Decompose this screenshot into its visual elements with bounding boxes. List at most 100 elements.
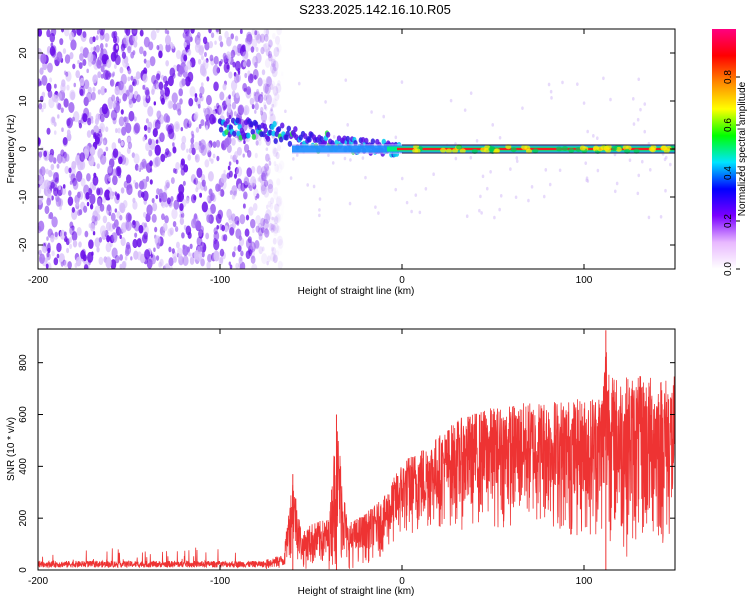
spectrogram-noise-dot <box>88 239 94 250</box>
spectrogram-noise-dot <box>223 169 226 175</box>
spectrogram-noise-dot <box>93 124 100 136</box>
spectrogram-sparse-dot <box>489 169 492 174</box>
spectrogram-noise-dot <box>39 67 44 75</box>
spectrogram-noise-dot <box>263 187 270 198</box>
spectrogram-noise-dot <box>118 228 122 235</box>
spectrogram-band-dot <box>271 130 276 137</box>
spectrogram-noise-dot <box>93 132 97 139</box>
spectrogram-noise-dot <box>210 58 215 66</box>
spectrogram-noise-dot <box>171 92 178 104</box>
spectrogram-noise-dot <box>181 135 187 145</box>
snr-y-tick-label: 400 <box>18 458 29 475</box>
spectrogram-noise-dot <box>264 163 269 172</box>
spectrogram-noise-dot <box>278 213 283 221</box>
spectrogram-noise-dot <box>132 29 137 34</box>
spectrogram-noise-dot <box>253 92 260 103</box>
spectrogram-noise-dot <box>63 98 69 108</box>
spectrogram-noise-dot <box>219 248 225 257</box>
spectrogram-noise-dot <box>94 136 100 145</box>
spectrogram-noise-dot <box>277 80 281 86</box>
spectrogram-noise-dot <box>163 75 168 84</box>
spectrogram-noise-dot <box>160 97 165 105</box>
spectrogram-noise-dot <box>97 89 101 95</box>
spectrogram-noise-dot <box>231 137 236 146</box>
spectrogram-noise-dot <box>200 241 204 248</box>
spectrogram-noise-dot <box>63 231 67 237</box>
spectrogram-y-ticks: -20 -10 0 10 20 <box>18 47 675 252</box>
spectrogram-noise-dot <box>261 69 266 76</box>
stable-band-blob <box>611 145 618 151</box>
spectrogram-noise-dot <box>46 236 49 241</box>
spectrogram-noise-dot <box>102 215 108 224</box>
spectrogram-noise-dot <box>167 124 173 135</box>
spectrogram-noise-dot <box>106 235 111 243</box>
spectrogram-noise-dot <box>59 229 66 240</box>
spectrogram-noise-dot <box>120 140 124 147</box>
spectrogram-sparse-dot <box>370 110 373 114</box>
spectrogram-sparse-dot <box>643 129 647 134</box>
spectrogram-sparse-dot <box>400 176 404 181</box>
spectrogram-noise-dot <box>205 58 209 63</box>
spectrogram-noise-dot <box>190 174 196 183</box>
spectrogram-noise-dot <box>206 214 212 223</box>
spectrogram-noise-dot <box>91 119 94 124</box>
spectrogram-noise-dot <box>195 180 201 190</box>
spectrogram-noise-dot <box>90 91 96 101</box>
spectrogram-noise-dot <box>155 73 161 81</box>
snr-x-tick-label: -100 <box>210 576 230 587</box>
spectrogram-noise-dot <box>276 197 282 207</box>
spectrogram-noise-dot <box>270 246 274 252</box>
spectrogram-noise-dot <box>107 165 114 176</box>
spectrogram-noise-dot <box>51 250 55 257</box>
spectrogram-band-dot <box>276 126 282 133</box>
spectrogram-band-dot <box>278 136 284 143</box>
spectrogram-noise-dot <box>272 60 279 72</box>
spectrogram-noise-dot <box>141 158 147 168</box>
spectrogram-noise-dot <box>235 262 239 269</box>
spectrogram-noise-dot <box>258 233 263 241</box>
spectrogram-noise-dot <box>206 196 210 202</box>
spectrogram-noise-dot <box>96 163 100 169</box>
spectrogram-y-tick-label: 0 <box>18 146 29 152</box>
spectrogram-noise-dot <box>205 125 209 131</box>
spectrogram-noise-dot <box>49 77 53 83</box>
spectrogram-noise-dot <box>231 251 236 258</box>
spectrogram-noise-dot <box>126 183 133 196</box>
spectrogram-y-tick: 10 <box>18 95 675 107</box>
spectrogram-noise-dot <box>242 61 247 68</box>
spectrogram-noise-dot <box>170 42 174 48</box>
spectrogram-sparse-dot <box>361 156 365 160</box>
spectrogram-band-dot <box>244 119 249 126</box>
spectrogram-noise-dot <box>118 80 124 91</box>
spectrogram-noise-dot <box>269 80 276 91</box>
spectrogram-noise-dot <box>125 241 131 250</box>
spectrogram-noise-dot <box>38 29 43 37</box>
spectrogram-noise-dot <box>193 177 198 185</box>
spectrogram-sparse-dot <box>632 122 636 126</box>
spectrogram-noise-dot <box>143 58 147 64</box>
spectrogram-noise-dot <box>38 253 45 264</box>
spectrogram-noise-dot <box>104 32 110 42</box>
spectrogram-noise-dot <box>264 228 269 235</box>
spectrogram-noise-dot <box>213 227 218 235</box>
spectrogram-noise-dot <box>92 86 96 93</box>
spectrogram-noise-dot <box>156 45 160 51</box>
spectrogram-noise-dot <box>197 58 202 65</box>
spectrogram-noise-dot <box>277 245 283 256</box>
spectrogram-noise-dot <box>264 228 270 238</box>
spectrogram-noise-dot <box>145 175 150 183</box>
spectrogram-noise-dot <box>275 195 283 207</box>
spectrogram-noise-dot <box>68 167 72 174</box>
spectrogram-noise-dot <box>106 204 112 212</box>
spectrogram-noise-dot <box>39 80 43 86</box>
spectrogram-noise-dot <box>201 179 206 187</box>
spectrogram-noise-dot <box>103 107 110 119</box>
spectrogram-noise-dot <box>38 225 42 234</box>
spectrogram-noise-dot <box>193 141 199 151</box>
spectrogram-noise-dot <box>86 130 92 138</box>
spectrogram-noise-dot <box>150 29 157 41</box>
spectrogram-noise-dot <box>275 151 280 160</box>
spectrogram-noise-dot <box>228 94 231 100</box>
spectrogram-y-tick-label: -10 <box>18 189 29 204</box>
spectrogram-noise-dot <box>138 224 144 234</box>
